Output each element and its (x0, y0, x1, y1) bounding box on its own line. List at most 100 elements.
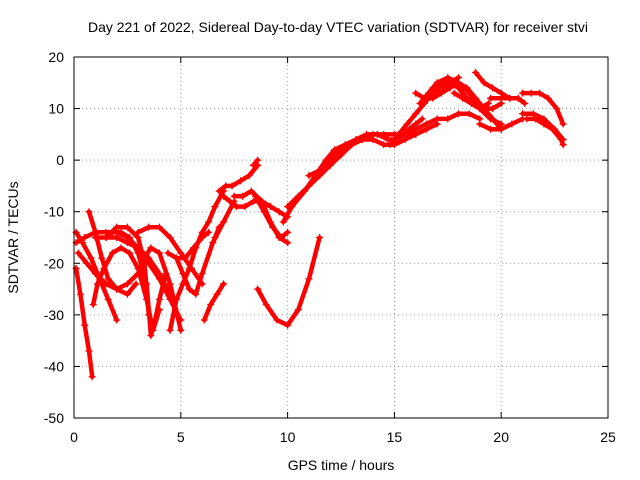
data-point (465, 89, 473, 97)
data-point (437, 79, 445, 87)
data-point (252, 192, 260, 200)
series-arc-14 (200, 280, 228, 324)
series-arc-20 (254, 234, 324, 329)
data-point (472, 68, 480, 76)
data-point (433, 115, 441, 123)
data-point (497, 94, 505, 102)
data-point (506, 94, 514, 102)
data-point (164, 249, 172, 257)
data-point (422, 120, 430, 128)
series-arc-29 (416, 74, 505, 128)
data-point (487, 115, 495, 123)
grid-lines (74, 57, 608, 418)
y-tick-label: -50 (44, 410, 64, 426)
data-point (166, 290, 174, 298)
data-point (123, 280, 131, 288)
data-point (384, 136, 392, 144)
data-point (113, 234, 121, 241)
data-point (220, 192, 228, 200)
data-point (198, 228, 206, 236)
data-point (476, 105, 484, 113)
y-tick-label: -10 (44, 204, 64, 220)
data-point (418, 115, 426, 123)
series-line (253, 193, 290, 240)
data-point (412, 125, 420, 133)
data-point (254, 156, 262, 164)
data-point (294, 192, 302, 200)
data-point (185, 285, 193, 293)
data-point (284, 228, 292, 236)
data-point (425, 89, 433, 97)
data-point (497, 125, 505, 133)
data-point (126, 249, 134, 257)
data-point (162, 270, 170, 278)
data-point (267, 203, 275, 211)
data-point (166, 234, 174, 241)
data-point (123, 223, 131, 231)
data-point (155, 249, 163, 257)
series-arc-33 (476, 115, 527, 133)
data-point (529, 110, 537, 118)
data-point (521, 99, 529, 107)
data-point (559, 120, 567, 128)
data-point (155, 223, 163, 231)
data-point (213, 290, 221, 298)
data-point (540, 120, 548, 128)
data-point (241, 203, 249, 211)
data-point (104, 295, 112, 303)
data-point (205, 228, 213, 236)
series-arc-12 (166, 187, 228, 334)
data-point (123, 290, 131, 298)
data-point (305, 172, 313, 180)
x-axis-label: GPS time / hours (288, 457, 395, 473)
data-point (531, 115, 539, 123)
data-point (544, 94, 552, 102)
data-point (113, 223, 121, 231)
data-point (134, 228, 142, 236)
data-point (369, 136, 377, 144)
data-point (275, 208, 283, 216)
data-point (523, 115, 531, 123)
data-point (134, 249, 142, 257)
data-point (126, 234, 134, 241)
series-line (281, 132, 397, 225)
series-arc-09 (108, 228, 170, 339)
series-arc-13 (173, 197, 238, 298)
data-point (465, 110, 473, 118)
data-point (228, 182, 236, 190)
series-arc-15 (211, 223, 223, 241)
data-point (237, 177, 245, 185)
data-point (403, 120, 411, 128)
data-point (489, 105, 497, 113)
data-point (230, 192, 238, 200)
data-point (459, 94, 467, 102)
data-point (358, 136, 366, 144)
data-point (480, 79, 488, 87)
data-point (98, 254, 106, 262)
data-point (192, 290, 200, 298)
series-arc-31 (450, 89, 492, 113)
data-point (123, 239, 131, 247)
data-point (151, 316, 159, 324)
data-point (305, 275, 313, 283)
data-point (173, 254, 181, 262)
data-point (284, 203, 292, 211)
data-point (508, 120, 516, 128)
data-point (83, 259, 91, 267)
series-arc-21 (252, 192, 292, 241)
axis-ticks (73, 56, 609, 419)
data-point (489, 84, 497, 92)
data-point (553, 105, 561, 113)
data-point (104, 275, 112, 283)
data-point (559, 141, 567, 149)
data-point (173, 295, 181, 303)
data-point (192, 244, 200, 252)
data-point (536, 89, 544, 97)
data-point (412, 89, 420, 97)
data-point (87, 254, 95, 262)
plot-frame (73, 56, 609, 419)
data-point (380, 130, 388, 138)
data-point (143, 280, 151, 288)
data-point (102, 280, 110, 288)
y-tick-label: 20 (48, 49, 64, 65)
